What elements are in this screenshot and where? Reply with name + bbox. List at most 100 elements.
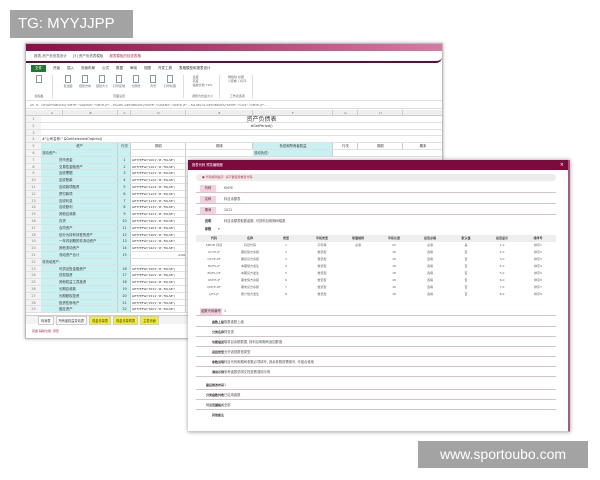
row-number[interactable]: 16: [26, 218, 41, 224]
form-value[interactable]: 财务类: [224, 330, 234, 334]
formula-cell[interactable]: GETYEFW('1521','#','FALSE'): [131, 299, 186, 306]
row-number[interactable]: 29: [26, 306, 41, 313]
table-row[interactable]: BQFS-JF 本期借方发生 4 数值型 18 选填 否 4.0 排序4: [196, 263, 556, 270]
page-setup-button[interactable]: 纸张方向: [78, 75, 92, 88]
sheet-tab[interactable]: 现金流量表: [89, 315, 111, 325]
width-select[interactable]: 宽度: [192, 75, 199, 79]
view-checkbox[interactable]: 查看: [230, 79, 237, 83]
form-value[interactable]: 取科目余额数据, 按科目和期间返回数值: [224, 340, 283, 344]
row-number[interactable]: 22: [26, 258, 41, 265]
page-setup-button[interactable]: 打印区域: [112, 75, 126, 88]
ribbon-tab[interactable]: 插入: [67, 66, 74, 70]
column-header[interactable]: A: [41, 110, 63, 115]
form-value[interactable]: 1: [224, 383, 227, 387]
row-number[interactable]: 25: [26, 279, 41, 285]
close-icon[interactable]: ×: [559, 162, 564, 168]
formula-cell[interactable]: GETYEFW('1131','#','FALSE'): [131, 204, 186, 211]
column-header[interactable]: C: [118, 110, 131, 115]
table-row[interactable]: QCYE-JF 期初借方余额 2 数值型 18 选填 否 2.0 排序2: [196, 249, 556, 256]
ribbon-tab[interactable]: 视图: [144, 66, 151, 70]
form-row[interactable]: 分类名称 财务类: [196, 328, 556, 337]
formula-cell[interactable]: GETYEFW('1503','#','FALSE'): [131, 265, 186, 272]
form-row[interactable]: 函数上级 取数函数上级: [196, 318, 556, 327]
formula-cell[interactable]: [131, 150, 186, 156]
formula-cell[interactable]: GETYEFW('1501','#','FALSE'): [131, 272, 186, 279]
form-row[interactable]: 可见范围格式 全部: [196, 401, 556, 410]
formula-cell[interactable]: GETYEFW('1121','#','FALSE'): [131, 170, 186, 177]
formula-cell[interactable]: GETYEFW('1124','#','FALSE'): [131, 184, 186, 190]
description-text[interactable]: 科目余额表取数函数, 可按科目和期间取数: [224, 219, 286, 223]
form-value[interactable]: 全部: [224, 403, 231, 407]
ribbon-tab[interactable]: 审阅: [130, 66, 137, 70]
code-input[interactable]: KMYE: [224, 186, 234, 190]
row-number[interactable]: 9: [26, 170, 41, 177]
page-setup-button[interactable]: 页边距: [61, 75, 75, 88]
formula-cell[interactable]: GETYEFW('1123','#','FALSE'): [131, 190, 186, 197]
formula-bar[interactable]: A5 fx =IF(GETOBDATA("KMYE","GDJSMX","QMY…: [26, 102, 442, 109]
formula-cell[interactable]: [131, 258, 186, 265]
print-checkbox[interactable]: 打印: [240, 79, 247, 83]
table-row[interactable]: QCYE-DF 期初贷方余额 3 数值型 18 选填 否 3.0 排序3: [196, 256, 556, 263]
row-number[interactable]: 26: [26, 286, 41, 292]
row-number[interactable]: 15: [26, 211, 41, 217]
height-select[interactable]: 高度: [192, 79, 199, 83]
row-number[interactable]: 28: [26, 299, 41, 306]
form-row[interactable]: 参数说明 科目代码和期间参数必须填写, 其余参数按需填写, 可组合使用: [196, 358, 556, 367]
row-number[interactable]: 2: [26, 122, 41, 129]
ribbon-tab[interactable]: 页面布局: [81, 66, 95, 70]
form-value[interactable]: 参考函数说明文档查看调用示例: [224, 370, 271, 374]
ribbon-tab[interactable]: 开发工具: [158, 66, 172, 70]
table-row[interactable]: QMYE-DF 期末贷方余额 7 数值型 18 选填 否 7.0 排序7: [196, 284, 556, 291]
formula-cell[interactable]: A.00: [131, 252, 186, 258]
column-header[interactable]: D: [131, 110, 186, 115]
page-setup-button[interactable]: 纸张大小: [95, 75, 109, 88]
row-number[interactable]: 21: [26, 252, 41, 258]
form-value[interactable]: 科目代码和期间参数必须填写, 其余参数按需填写, 可组合使用: [224, 360, 314, 364]
field-name[interactable]: 名称 科目余额表: [196, 195, 556, 204]
row-number[interactable]: 4: [26, 136, 41, 143]
column-header[interactable]: H: [358, 110, 403, 115]
table-row[interactable]: QMYE-JF 期末借方余额 6 数值型 18 选填 否 6.0 排序6: [196, 277, 556, 284]
row-number[interactable]: 18: [26, 231, 41, 238]
formula-cell[interactable]: GETYEFW('1601','#','FALSE'): [131, 306, 186, 313]
formula-cell[interactable]: GETYEFW('1101','#','FALSE'): [131, 163, 186, 170]
formula-cell[interactable]: GETYEFW('1221','#','FALSE'): [131, 211, 186, 217]
formula-cell[interactable]: GETYEFW('1531','#','FALSE'): [131, 286, 186, 292]
form-value[interactable]: 允许返回数值类型: [224, 350, 251, 354]
row-number[interactable]: 24: [26, 272, 41, 279]
formula-input[interactable]: =IF(GETOBDATA("KMYE","GDJSMX","QMYE-JF",…: [40, 103, 268, 107]
row-number[interactable]: 8: [26, 163, 41, 170]
row-number[interactable]: 20: [26, 245, 41, 251]
row-number[interactable]: 19: [26, 238, 41, 245]
params-toggle[interactable]: ▾: [218, 227, 220, 231]
formula-cell[interactable]: GETYEFW('1001','#','FALSE'): [131, 156, 186, 163]
formula-cell[interactable]: GETYEFW('1421','#','FALSE'): [131, 245, 186, 251]
table-row[interactable]: LJFS-JF 累计借方发生 8 数值型 18 选填 否 8.0 排序8: [196, 291, 556, 298]
form-value[interactable]: 取数函数上级: [224, 320, 244, 324]
ribbon-tab[interactable]: 文件: [31, 65, 46, 72]
row-number[interactable]: 27: [26, 292, 41, 299]
row-number[interactable]: 6: [26, 150, 41, 156]
formula-cell[interactable]: GETYEFW('1122','#','FALSE'): [131, 177, 186, 183]
sheet-tab[interactable]: 利润表: [38, 315, 54, 325]
row-number[interactable]: 13: [26, 197, 41, 204]
column-header[interactable]: B: [63, 110, 118, 115]
form-value[interactable]: 已启用函数: [224, 393, 241, 397]
field-period[interactable]: 期间 2022: [196, 206, 556, 215]
form-row[interactable]: 调用示例 参考函数说明文档查看调用示例: [196, 368, 556, 377]
sheet-tab[interactable]: 主表页面: [140, 315, 159, 325]
page-setup-button[interactable]: 分隔符: [129, 75, 143, 88]
formula-cell[interactable]: GETYEFW('1504','#','FALSE'): [131, 279, 186, 285]
column-header[interactable]: F: [253, 110, 333, 115]
row-number[interactable]: 12: [26, 190, 41, 197]
ribbon-tab[interactable]: 公式: [102, 66, 109, 70]
doc-tab[interactable]: [3] 资产负债表模板: [72, 53, 104, 58]
scale-input[interactable]: 79%: [205, 83, 213, 87]
form-row[interactable]: 分类函数列表 已启用函数: [196, 391, 556, 400]
form-row[interactable]: 返回类型 允许返回数值类型: [196, 348, 556, 357]
formula-cell[interactable]: GETYEFW('1401','#','FALSE'): [131, 218, 186, 224]
row-number[interactable]: 7: [26, 156, 41, 163]
page-setup-button[interactable]: 背景: [146, 75, 160, 88]
form-row[interactable]: 最后修改时间 1: [196, 381, 556, 390]
doc-tab[interactable]: 报表-资产负债表设计: [34, 53, 67, 58]
